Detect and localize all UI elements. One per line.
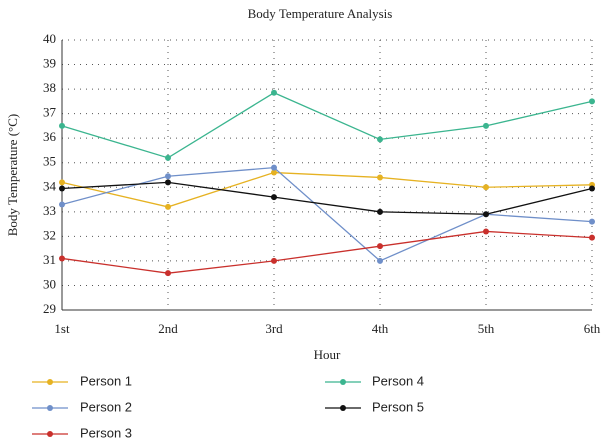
legend-marker: [47, 405, 53, 411]
x-tick-label: 3rd: [265, 321, 283, 336]
series-line: [61, 171, 593, 208]
series-line: [61, 92, 593, 159]
y-tick-label: 32: [43, 227, 56, 242]
data-point: [271, 169, 277, 176]
data-point: [377, 257, 383, 264]
x-tick-label: 4th: [372, 321, 389, 336]
chart-title: Body Temperature Analysis: [248, 6, 393, 21]
data-point: [59, 201, 65, 208]
data-point: [165, 203, 171, 210]
data-point: [59, 255, 65, 262]
x-tick-label: 5th: [478, 321, 495, 336]
data-point: [483, 228, 489, 235]
series-line: [61, 230, 593, 274]
data-point: [483, 122, 489, 129]
y-tick-label: 33: [43, 203, 56, 218]
y-axis-label: Body Temperature (°C): [5, 114, 20, 236]
data-point: [589, 185, 595, 192]
legend-label: Person 1: [80, 373, 132, 388]
data-point: [59, 179, 65, 186]
y-tick-label: 36: [43, 129, 57, 144]
x-tick-label: 6th: [584, 321, 601, 336]
x-tick-label: 2nd: [158, 321, 178, 336]
data-point: [271, 89, 277, 96]
legend-marker: [47, 431, 53, 437]
y-tick-label: 35: [43, 154, 56, 169]
legend-marker: [340, 379, 346, 385]
legend-marker: [47, 379, 53, 385]
series-line: [61, 166, 593, 262]
series-line: [61, 181, 593, 215]
data-point: [377, 174, 383, 181]
data-point: [59, 122, 65, 129]
data-point: [377, 208, 383, 215]
data-point: [483, 184, 489, 191]
y-tick-label: 34: [43, 178, 57, 193]
data-point: [377, 136, 383, 143]
legend-label: Person 3: [80, 425, 132, 440]
y-tick-label: 30: [43, 276, 56, 291]
legend-label: Person 5: [372, 399, 424, 414]
data-point: [377, 243, 383, 250]
data-point: [589, 218, 595, 225]
y-tick-label: 37: [43, 105, 57, 120]
data-point: [59, 185, 65, 192]
y-tick-label: 31: [43, 252, 56, 267]
legend-label: Person 4: [372, 373, 424, 388]
data-point: [271, 164, 277, 171]
data-point: [589, 234, 595, 241]
legend-label: Person 2: [80, 399, 132, 414]
y-tick-label: 39: [43, 56, 56, 71]
y-tick-label: 29: [43, 301, 56, 316]
legend: Person 1 Person 2 Person 3 Person 4 Person 5: [32, 373, 424, 440]
data-point: [165, 154, 171, 161]
data-point: [165, 179, 171, 186]
legend-marker: [340, 405, 346, 411]
data-point: [165, 173, 171, 180]
x-axis-label: Hour: [314, 347, 341, 362]
data-point: [271, 194, 277, 201]
data-point: [165, 270, 171, 277]
data-point: [271, 257, 277, 264]
data-point: [483, 211, 489, 218]
y-tick-label: 38: [43, 80, 56, 95]
y-tick-label: 40: [43, 31, 56, 46]
x-tick-label: 1st: [54, 321, 70, 336]
data-point: [589, 98, 595, 105]
